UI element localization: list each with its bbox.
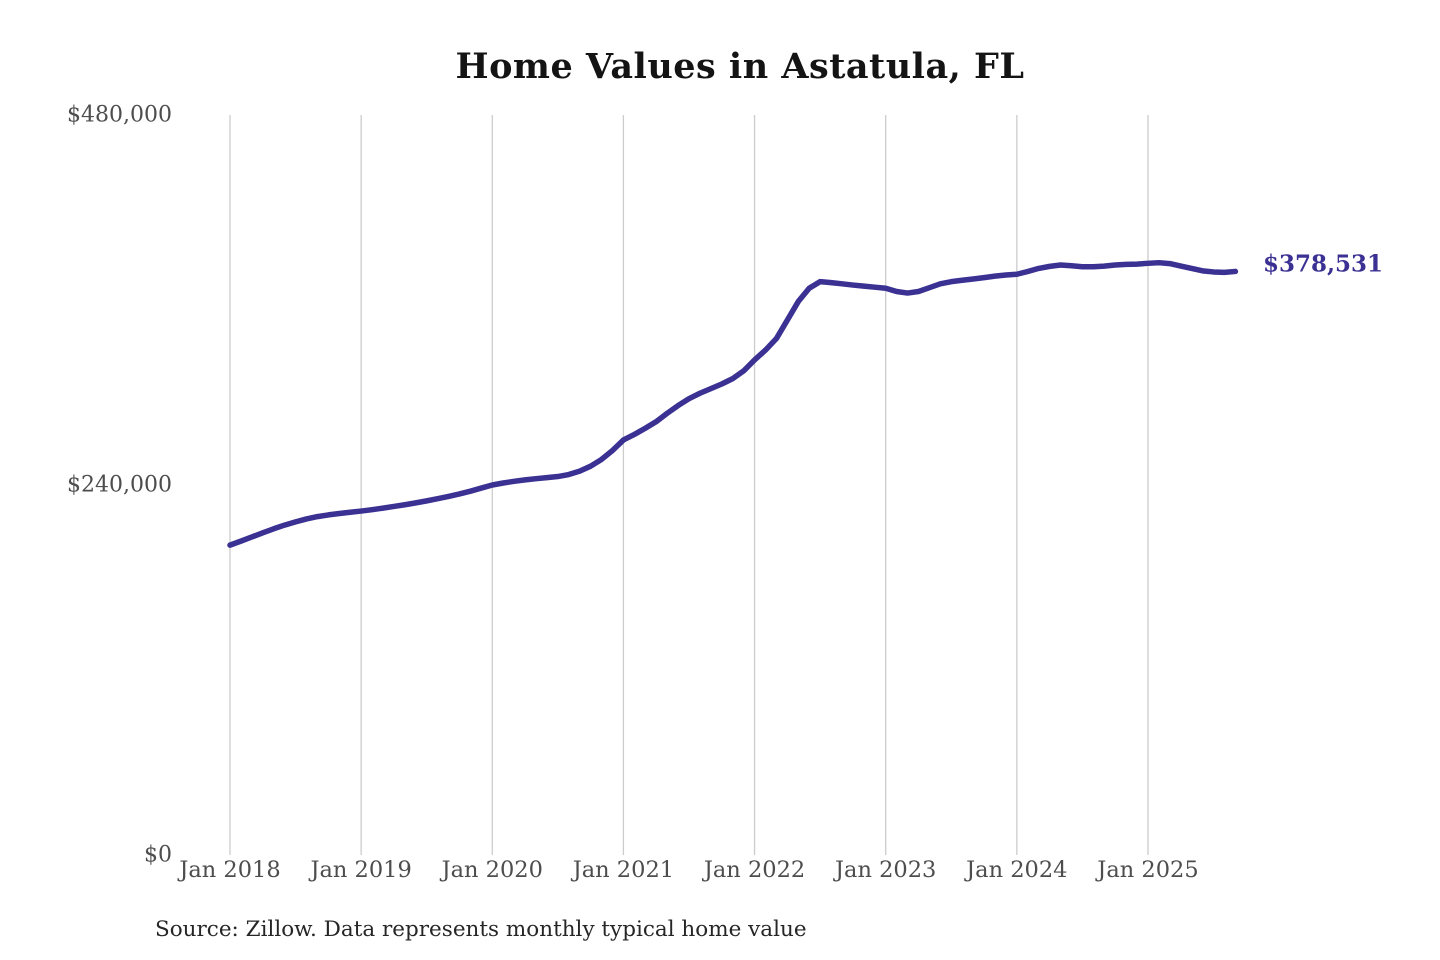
x-tick-label: Jan 2022 — [703, 857, 806, 883]
x-tick-label: Jan 2019 — [310, 857, 412, 883]
x-tick-label: Jan 2018 — [179, 857, 281, 883]
home-value-line — [227, 259, 1239, 548]
source-note: Source: Zillow. Data represents monthly … — [155, 917, 807, 942]
chart-title: Home Values in Astatula, FL — [455, 46, 1025, 87]
latest-value-label: $378,531 — [1263, 250, 1384, 278]
x-tick-label: Jan 2023 — [835, 857, 937, 883]
y-tick-label: $480,000 — [67, 102, 172, 128]
x-tick-label: Jan 2020 — [441, 857, 543, 883]
y-tick-label: $240,000 — [67, 472, 172, 498]
x-tick-label: Jan 2025 — [1097, 857, 1199, 883]
y-tick-label: $0 — [144, 842, 172, 868]
x-tick-label: Jan 2021 — [572, 857, 675, 883]
x-tick-label: Jan 2024 — [966, 857, 1068, 883]
